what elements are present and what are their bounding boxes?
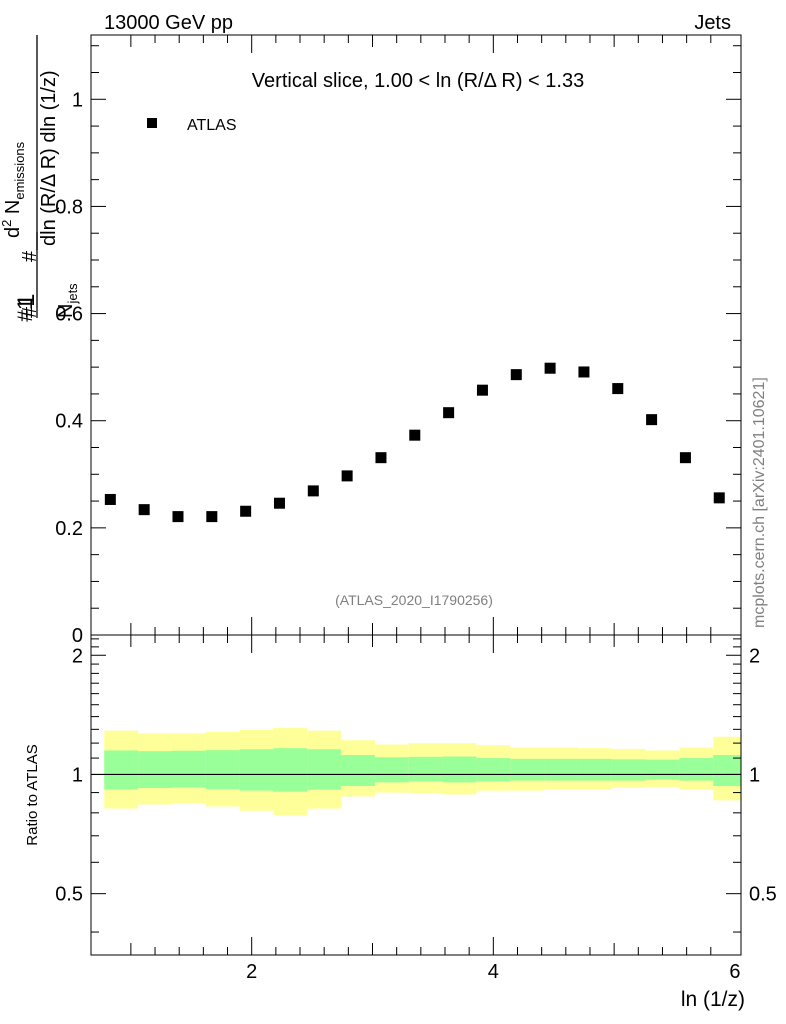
inner-band-bin	[205, 750, 240, 790]
data-point	[206, 511, 218, 523]
ratio-y-axis-label: Ratio to ATLAS	[24, 744, 41, 845]
analysis-id-label: (ATLAS_2020_I1790256)	[335, 592, 493, 608]
ratio-y-tick-label-right: 1	[749, 764, 760, 786]
svg-text:#1: #1	[13, 294, 41, 318]
svg-text:d2 Nemissions: d2 Nemissions	[0, 141, 27, 238]
data-point	[713, 492, 725, 504]
inner-band-bin	[476, 758, 511, 782]
x-tick-label: 4	[488, 961, 499, 983]
main-y-tick-label: 0.4	[55, 411, 83, 433]
atlas-data-points	[104, 362, 725, 523]
inner-band-bin	[138, 751, 172, 789]
chart-title: Vertical slice, 1.00 < ln (R/Δ R) < 1.33	[252, 70, 584, 92]
data-point	[240, 505, 252, 517]
main-panel: 0 0.2 0.4 0.6 0.8 1 Vertical slice, 1.00 < ln…	[0, 34, 742, 647]
main-y-tick-labels: 0 0.2 0.4 0.6 0.8 1	[55, 89, 83, 647]
ratio-uncertainty-bands	[104, 728, 741, 815]
data-point	[409, 429, 421, 441]
data-point	[612, 383, 624, 395]
ratio-plot-frame	[90, 634, 742, 956]
svg-text:Njets: Njets	[55, 283, 80, 318]
inner-band-bin	[611, 759, 646, 781]
data-point	[578, 366, 590, 378]
data-point	[341, 470, 353, 482]
inner-band-bin	[307, 749, 342, 790]
data-point	[273, 497, 285, 509]
legend-label: ATLAS	[187, 117, 237, 134]
inner-band-bin	[442, 756, 477, 783]
data-point	[679, 452, 691, 464]
analysis-category-label: Jets	[694, 12, 731, 34]
x-axis-label: ln (1/z)	[681, 988, 745, 1011]
inner-band-bin	[577, 758, 612, 781]
inner-band-bin	[544, 758, 578, 781]
ratio-y-tick-label: 2	[72, 645, 83, 667]
main-y-axis-label-full: #1 Njets # d2 Nemissions dln (R/Δ R) dln…	[0, 35, 80, 318]
inner-band-bin	[374, 757, 409, 783]
data-point	[307, 485, 319, 497]
collision-energy-label: 13000 GeV pp	[104, 12, 233, 34]
x-tick-labels: 2 4 6	[246, 961, 740, 983]
inner-band-bin	[408, 756, 443, 782]
inner-band-bin	[273, 748, 308, 792]
inner-band-bin	[239, 749, 274, 791]
data-point	[104, 493, 116, 505]
ratio-axis-ticks	[91, 635, 741, 955]
data-point	[172, 511, 184, 523]
ratio-y-tick-label: 0.5	[55, 884, 83, 906]
data-point	[544, 362, 556, 374]
svg-text:#: #	[19, 250, 41, 262]
main-y-tick-label: 0.8	[55, 196, 83, 218]
data-point	[476, 384, 488, 396]
inner-band-bin	[510, 758, 545, 781]
ratio-y-tick-label-right: 0.5	[749, 884, 777, 906]
inner-band-bin	[713, 754, 741, 787]
inner-band-bin	[171, 750, 206, 788]
main-y-tick-label: 1	[72, 89, 83, 111]
main-y-tick-label: 0.6	[55, 304, 83, 326]
ratio-y-tick-labels: 0.5 0.5 1 1 2 2	[55, 645, 777, 905]
inner-band-bin	[341, 754, 375, 787]
data-point	[646, 414, 658, 426]
source-side-label: mcplots.cern.ch [arXiv:2401.10621]	[751, 377, 768, 628]
x-tick-label: 2	[246, 961, 257, 983]
ratio-panel: 0.5 0.5 1 1 2 2 2 4 6 Ratio to ATLAS ln (1/z)	[24, 634, 777, 1011]
inner-band-bin	[104, 750, 139, 790]
ratio-y-tick-label: 1	[72, 764, 83, 786]
inner-band-bin	[645, 759, 680, 780]
main-y-tick-label: 0.2	[55, 518, 83, 540]
legend: ATLAS	[147, 117, 237, 134]
svg-text:#1: #1	[14, 298, 37, 321]
data-point	[138, 504, 150, 516]
ratio-y-tick-label-right: 2	[749, 645, 760, 667]
main-axis-ticks	[91, 35, 741, 636]
inner-band-bin	[679, 758, 714, 781]
data-point	[510, 369, 522, 381]
svg-text:dln (R/Δ R) dln (1/z): dln (R/Δ R) dln (1/z)	[38, 70, 60, 246]
data-point	[375, 452, 387, 464]
x-tick-label: 6	[729, 961, 740, 983]
main-y-axis-label: #1	[14, 298, 37, 321]
legend-marker	[147, 118, 157, 128]
data-point	[443, 407, 455, 419]
main-y-tick-label: 0	[72, 625, 83, 647]
